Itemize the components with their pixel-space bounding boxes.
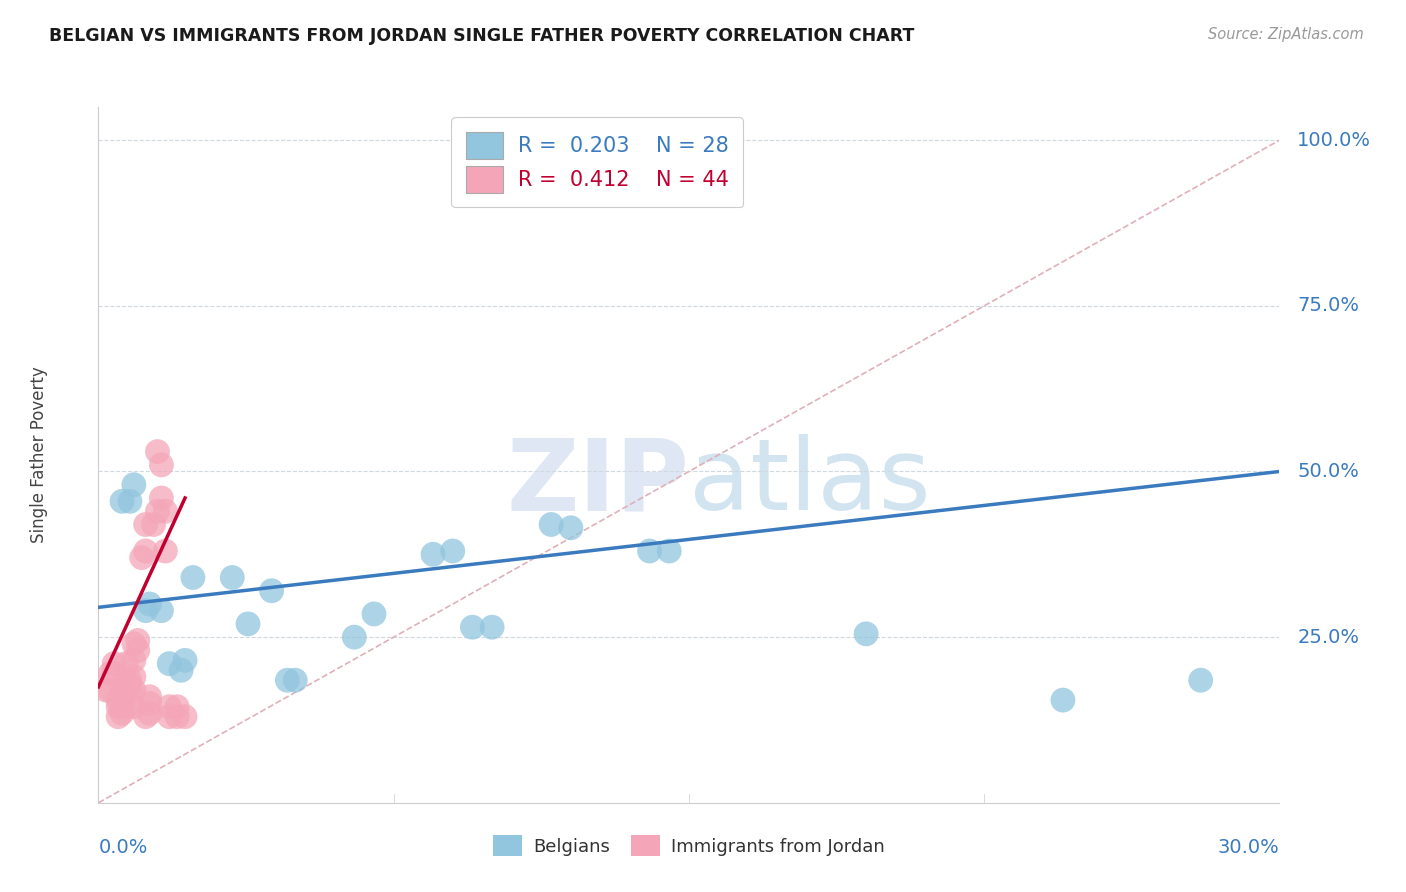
Point [138,690,160,704]
Point [111,693,134,707]
Point [131,550,153,565]
Text: atlas: atlas [689,434,931,532]
Text: 50.0%: 50.0% [1298,462,1360,481]
Point [103,657,125,671]
Point [343,630,366,644]
Point [150,458,173,472]
Point [284,673,307,688]
Point [107,699,129,714]
Point [174,709,197,723]
Point [96,683,118,698]
Point [181,570,204,584]
Point [122,477,145,491]
Point [1189,673,1212,688]
Text: 30.0%: 30.0% [1218,838,1279,856]
Point [166,699,188,714]
Text: ZIP: ZIP [506,434,689,532]
Point [111,706,134,721]
Text: 75.0%: 75.0% [1298,296,1360,316]
Text: 25.0%: 25.0% [1298,628,1360,647]
Point [127,643,149,657]
Point [98,666,121,681]
Point [236,616,259,631]
Point [107,709,129,723]
Point [111,699,134,714]
Point [560,521,582,535]
Point [155,504,177,518]
Point [115,673,138,688]
Point [260,583,283,598]
Point [111,686,134,700]
Text: 100.0%: 100.0% [1298,130,1371,150]
Point [122,637,145,651]
Point [118,673,141,688]
Point [276,673,298,688]
Point [107,693,129,707]
Point [481,620,503,634]
Point [115,683,138,698]
Point [157,699,180,714]
Point [122,699,145,714]
Point [135,544,157,558]
Point [150,491,173,505]
Point [146,444,169,458]
Point [363,607,385,621]
Legend: Belgians, Immigrants from Jordan: Belgians, Immigrants from Jordan [486,828,891,863]
Point [118,494,141,508]
Point [135,709,157,723]
Text: Source: ZipAtlas.com: Source: ZipAtlas.com [1208,27,1364,42]
Text: BELGIAN VS IMMIGRANTS FROM JORDAN SINGLE FATHER POVERTY CORRELATION CHART: BELGIAN VS IMMIGRANTS FROM JORDAN SINGLE… [49,27,914,45]
Point [658,544,681,558]
Point [441,544,464,558]
Point [157,657,180,671]
Text: Single Father Poverty: Single Father Poverty [31,367,48,543]
Point [150,604,173,618]
Point [115,657,138,671]
Point [855,627,877,641]
Text: 0.0%: 0.0% [98,838,148,856]
Point [221,570,243,584]
Point [146,504,169,518]
Point [540,517,562,532]
Point [122,653,145,667]
Point [103,666,125,681]
Point [118,680,141,694]
Point [135,604,157,618]
Point [127,633,149,648]
Point [111,494,134,508]
Point [122,683,145,698]
Point [122,670,145,684]
Point [138,706,160,721]
Point [98,683,121,698]
Point [157,709,180,723]
Point [115,699,138,714]
Point [138,597,160,611]
Point [461,620,484,634]
Point [155,544,177,558]
Point [174,653,197,667]
Point [422,547,444,561]
Point [1052,693,1074,707]
Point [142,517,165,532]
Point [638,544,661,558]
Point [170,663,193,677]
Point [138,697,160,711]
Point [135,517,157,532]
Point [166,709,188,723]
